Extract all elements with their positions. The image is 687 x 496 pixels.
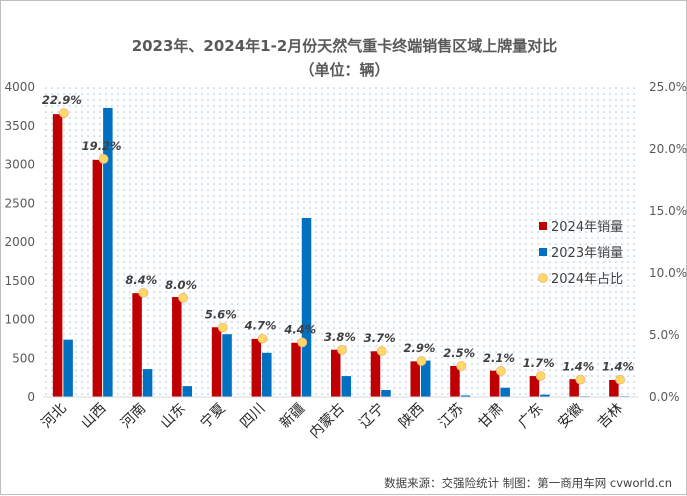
bar-2023	[262, 352, 272, 397]
category-label: 河南	[118, 401, 149, 432]
y2-tick-label: 25.0%	[649, 80, 687, 94]
legend-swatch	[539, 222, 547, 230]
bar-2023	[381, 390, 391, 397]
ratio-label: 3.8%	[324, 330, 356, 344]
category-label: 四川	[237, 401, 268, 432]
y-tick-label: 1500	[4, 274, 35, 288]
ratio-marker	[615, 374, 626, 385]
bar-2024	[370, 351, 381, 397]
bar-2023	[222, 334, 232, 397]
category-label: 山西	[78, 401, 109, 432]
bar-2023	[301, 217, 312, 397]
ratio-marker	[297, 337, 308, 348]
bar-2024	[132, 293, 142, 397]
bar-2024	[172, 297, 182, 397]
ratio-label: 22.9%	[42, 93, 82, 107]
bar-2023	[540, 394, 550, 397]
y-tick-label: 2000	[4, 235, 35, 249]
ratio-marker	[178, 292, 188, 303]
bar-2023	[63, 339, 73, 397]
ratio-label: 2.5%	[443, 346, 475, 360]
y-tick-label: 4000	[4, 80, 35, 94]
y2-tick-label: 20.0%	[649, 142, 687, 156]
y-tick-label: 500	[12, 351, 35, 365]
category-label: 河北	[39, 401, 70, 432]
ratio-marker	[456, 361, 467, 371]
y2-tick-label: 10.0%	[649, 266, 687, 280]
category-label: 甘肃	[476, 401, 507, 432]
category-label: 内蒙古	[307, 401, 348, 442]
y2-tick-label: 15.0%	[649, 204, 687, 218]
ratio-label: 4.7%	[244, 319, 277, 333]
y2-tick-label: 0.0%	[649, 390, 680, 404]
ratio-label: 4.4%	[283, 322, 316, 336]
category-label: 辽宁	[356, 400, 388, 432]
y2-tick-label: 5.0%	[649, 328, 680, 342]
legend-label: 2023年销量	[551, 246, 623, 261]
bar-2023	[420, 360, 431, 397]
bar-2023	[182, 386, 193, 397]
category-label: 宁夏	[197, 400, 229, 432]
category-label: 新疆	[277, 401, 308, 432]
ratio-marker	[376, 346, 387, 357]
bar-2024	[450, 366, 460, 397]
bar-2024	[331, 349, 341, 397]
ratio-marker	[337, 344, 347, 355]
legend-swatch	[538, 273, 548, 283]
legend-label: 2024年销量	[551, 220, 623, 235]
ratio-label: 19.2%	[82, 139, 122, 153]
bar-2024	[529, 376, 540, 397]
source-note: 数据来源：交强险统计 制图：第一商用车网 cvworld.cn	[384, 476, 672, 490]
category-label: 陕西	[396, 401, 427, 432]
ratio-marker	[416, 356, 427, 366]
chart-subtitle: （单位：辆）	[299, 61, 390, 79]
bar-2024	[211, 327, 222, 397]
y-tick-label: 0	[27, 390, 35, 404]
ratio-marker	[535, 371, 546, 381]
ratio-label: 3.7%	[364, 331, 396, 345]
bar-2023	[341, 376, 351, 397]
y-tick-label: 3500	[4, 119, 35, 133]
bar-2024	[52, 114, 63, 397]
category-label: 广东	[515, 401, 546, 432]
y-tick-label: 3000	[4, 158, 35, 172]
ratio-label: 5.6%	[205, 308, 237, 322]
ratio-label: 2.1%	[483, 351, 515, 365]
bar-2023	[500, 387, 510, 397]
ratio-marker	[257, 333, 268, 344]
legend-swatch	[539, 248, 547, 256]
legend-label: 2024年占比	[551, 272, 623, 287]
bar-2024	[569, 379, 579, 397]
ratio-label: 1.4%	[602, 360, 634, 374]
ratio-marker	[138, 287, 149, 298]
bar-2024	[410, 361, 420, 397]
y-tick-label: 2500	[4, 196, 35, 210]
ratio-label: 2.9%	[404, 341, 436, 355]
y-tick-label: 1000	[4, 313, 35, 327]
ratio-label: 1.7%	[523, 356, 555, 370]
bar-2024	[92, 159, 103, 397]
ratio-label: 1.4%	[562, 360, 594, 374]
ratio-marker	[496, 366, 506, 376]
ratio-marker	[98, 154, 109, 164]
ratio-label: 8.4%	[125, 273, 157, 287]
category-label: 安徽	[555, 401, 586, 432]
bar-2024	[291, 342, 301, 397]
chart-title: 2023年、2024年1-2月份天然气重卡终端销售区域上牌量对比	[131, 37, 558, 55]
bar-2023	[142, 369, 153, 397]
category-label: 山东	[158, 401, 189, 432]
ratio-marker	[58, 108, 69, 118]
bar-2024	[251, 338, 262, 397]
bar-2023	[460, 395, 471, 397]
category-label: 江苏	[436, 401, 467, 432]
category-label: 吉林	[595, 401, 626, 432]
bar-2024	[489, 370, 500, 397]
bar-2023	[103, 107, 113, 398]
bar-2024	[609, 379, 619, 397]
ratio-marker	[217, 322, 228, 333]
ratio-marker	[575, 374, 586, 385]
ratio-label: 8.0%	[165, 278, 197, 292]
